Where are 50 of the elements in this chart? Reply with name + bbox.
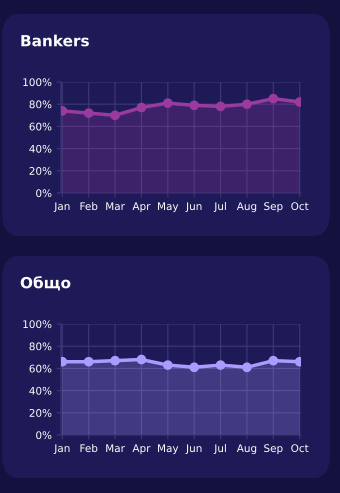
y-tick-label: 0% (36, 431, 52, 440)
x-tick-label: Apr (132, 444, 150, 454)
y-tick-label: 40% (29, 386, 52, 395)
x-tick-label: Mar (106, 202, 125, 210)
y-tick-label: 100% (23, 320, 52, 328)
point (268, 94, 278, 104)
y-tick-label: 0% (36, 189, 52, 198)
x-tick-label: Oct (291, 444, 308, 452)
x-tick-label: Feb (80, 444, 98, 452)
x-tick-label: Mar (106, 444, 125, 452)
y-tick-label: 20% (30, 167, 52, 175)
point (136, 102, 146, 112)
chart-title: Bankers (21, 34, 89, 46)
x-tick-label: Feb (80, 202, 98, 210)
point (189, 100, 200, 110)
point (110, 110, 120, 120)
y-tick-label: 20% (30, 409, 52, 417)
x-tick-label: Jul (214, 444, 226, 454)
x-tick-label: Oct (291, 202, 308, 210)
point (84, 356, 94, 367)
x-tick-label: Jul (214, 202, 226, 212)
point (162, 360, 173, 370)
y-tick-label: 100% (23, 78, 52, 86)
point (268, 356, 278, 366)
point (110, 356, 120, 366)
point (136, 354, 146, 364)
y-tick-label: 80% (30, 342, 52, 350)
x-tick-label: Jan (54, 202, 70, 212)
point (162, 98, 173, 108)
x-tick-label: Aug (236, 202, 256, 212)
point (242, 362, 252, 372)
x-tick-label: Jan (54, 444, 70, 454)
y-tick-label: 60% (30, 364, 52, 373)
y-tick-label: 80% (30, 100, 52, 108)
chart-title: Общо (20, 276, 70, 290)
point (242, 99, 252, 110)
x-tick-label: Apr (132, 202, 150, 212)
x-tick-label: Jun (186, 444, 202, 454)
x-tick-label: May (158, 444, 178, 454)
y-tick-label: 60% (30, 122, 52, 131)
x-tick-label: Jun (186, 202, 202, 212)
x-tick-label: May (158, 202, 178, 212)
y-tick-label: 40% (29, 144, 52, 153)
point (189, 362, 200, 372)
point (216, 360, 226, 370)
point (216, 102, 226, 112)
x-tick-label: Sep (264, 444, 283, 454)
point (84, 108, 94, 118)
x-tick-label: Sep (264, 202, 283, 212)
x-tick-label: Aug (236, 444, 256, 454)
